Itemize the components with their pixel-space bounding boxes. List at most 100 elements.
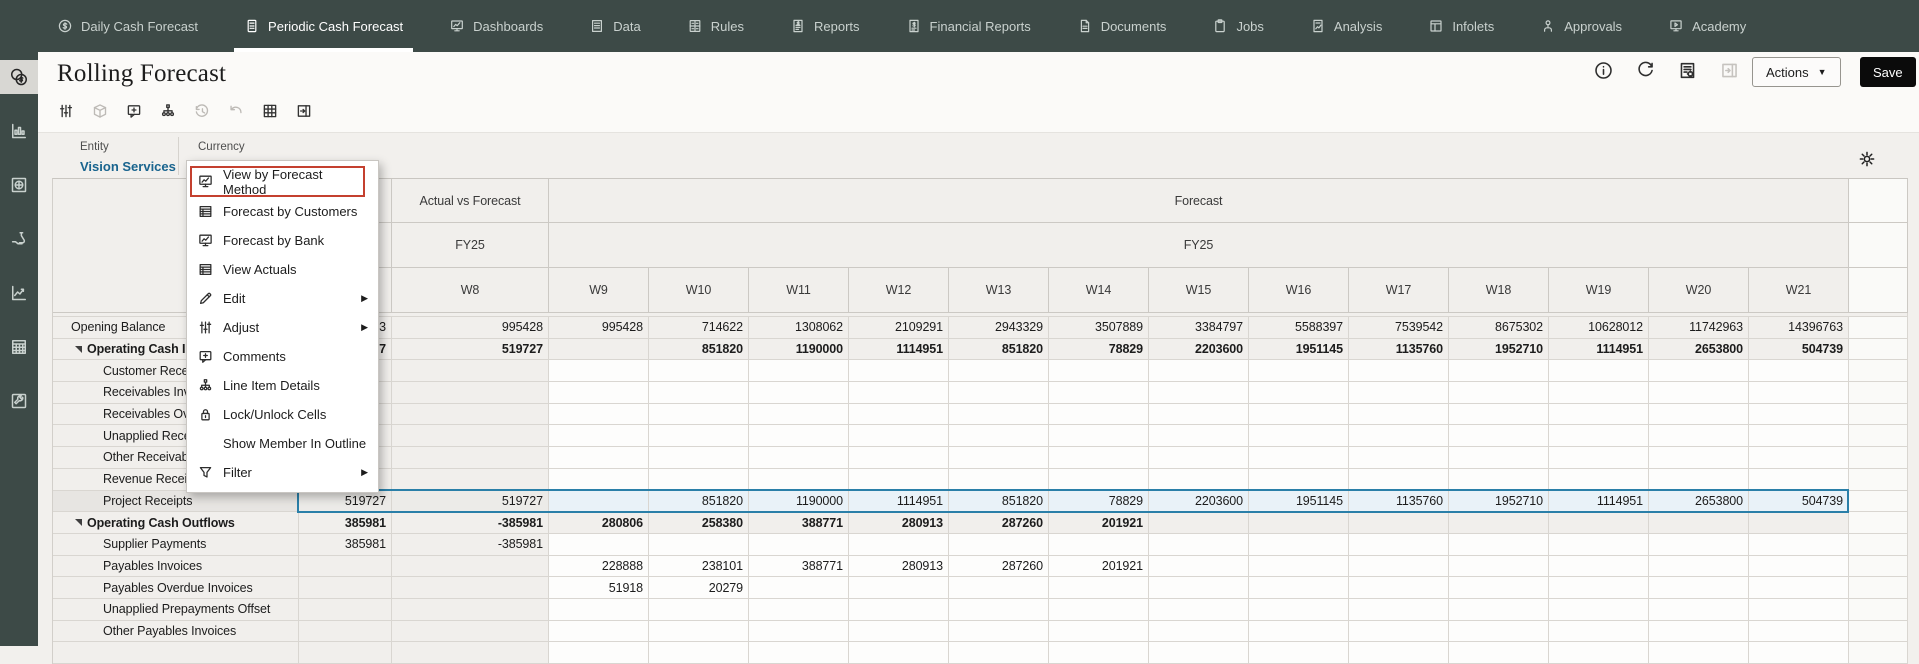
data-cell[interactable] (649, 620, 749, 643)
data-cell[interactable]: 714622 (649, 317, 749, 339)
nav-item-jobs[interactable]: Jobs (1212, 0, 1264, 52)
nav-item-dashboards[interactable]: Dashboards (449, 0, 543, 52)
data-cell[interactable] (1649, 425, 1749, 448)
data-cell[interactable]: 201921 (1049, 512, 1149, 534)
data-cell[interactable] (849, 382, 949, 404)
data-cell[interactable]: 1952710 (1449, 490, 1549, 513)
menu-item-line-item-details[interactable]: Line Item Details (187, 371, 378, 400)
data-cell[interactable]: -385981 (392, 512, 549, 534)
data-cell[interactable] (1149, 620, 1249, 643)
data-cell[interactable] (1249, 598, 1349, 621)
menu-item-filter[interactable]: Filter ▶ (187, 458, 378, 487)
data-cell[interactable]: 280913 (849, 555, 949, 578)
sidebar-item-cash-coins[interactable] (0, 60, 38, 94)
data-cell[interactable] (392, 468, 549, 491)
data-cell[interactable] (849, 468, 949, 491)
data-cell[interactable] (392, 598, 549, 621)
menu-item-comments[interactable]: Comments (187, 342, 378, 371)
menu-item-view-by-forecast-method[interactable]: View by Forecast Method (190, 166, 365, 197)
data-cell[interactable]: 851820 (649, 338, 749, 361)
data-cell[interactable] (649, 533, 749, 556)
save-button[interactable]: Save (1860, 57, 1916, 87)
data-cell[interactable] (1449, 360, 1549, 383)
data-cell[interactable]: 1135760 (1349, 490, 1449, 513)
data-cell[interactable] (1649, 447, 1749, 469)
data-cell[interactable] (1349, 447, 1449, 469)
data-cell[interactable] (1749, 533, 1849, 556)
data-cell[interactable]: 1135760 (1349, 338, 1449, 361)
data-cell[interactable]: 1308062 (749, 317, 849, 339)
data-cell[interactable] (1249, 512, 1349, 534)
data-cell[interactable]: 519727 (392, 338, 549, 361)
data-cell[interactable] (1249, 468, 1349, 491)
data-cell[interactable] (1649, 382, 1749, 404)
data-cell[interactable] (1149, 598, 1249, 621)
data-cell[interactable] (392, 447, 549, 469)
data-cell[interactable]: 5588397 (1249, 317, 1349, 339)
data-cell[interactable] (1749, 403, 1849, 426)
data-cell[interactable] (1049, 447, 1149, 469)
data-cell[interactable] (549, 468, 649, 491)
sidebar-item-hand-flask[interactable] (0, 222, 38, 256)
data-cell[interactable] (1349, 620, 1449, 643)
data-cell[interactable] (1449, 598, 1549, 621)
data-cell[interactable] (1149, 577, 1249, 599)
hierarchy-toolbar-icon[interactable] (159, 102, 177, 120)
data-cell[interactable]: 2203600 (1149, 490, 1249, 513)
data-cell[interactable] (1049, 577, 1149, 599)
data-cell[interactable] (1349, 533, 1449, 556)
data-cell[interactable] (549, 403, 649, 426)
data-cell[interactable]: 3384797 (1149, 317, 1249, 339)
data-cell[interactable] (949, 577, 1049, 599)
data-cell[interactable] (849, 447, 949, 469)
menu-item-edit[interactable]: Edit ▶ (187, 284, 378, 313)
data-cell[interactable] (1649, 620, 1749, 643)
menu-item-adjust[interactable]: Adjust ▶ (187, 313, 378, 342)
data-cell[interactable] (1149, 447, 1249, 469)
data-cell[interactable] (849, 598, 949, 621)
row-label-payables-overdue-invoices[interactable]: Payables Overdue Invoices (53, 577, 299, 599)
data-cell[interactable] (949, 447, 1049, 469)
data-cell[interactable] (299, 620, 392, 643)
data-cell[interactable] (749, 447, 849, 469)
data-cell[interactable] (649, 598, 749, 621)
nav-item-academy[interactable]: Academy (1668, 0, 1746, 52)
data-cell[interactable]: 78829 (1049, 490, 1149, 513)
sidebar-item-table-grid[interactable] (0, 330, 38, 364)
data-cell[interactable]: 7539542 (1349, 317, 1449, 339)
data-cell[interactable]: 1190000 (749, 490, 849, 513)
data-cell[interactable] (1449, 577, 1549, 599)
actions-button[interactable]: Actions ▼ (1752, 57, 1841, 87)
data-cell[interactable]: 388771 (749, 555, 849, 578)
data-cell[interactable] (649, 360, 749, 383)
data-cell[interactable] (849, 403, 949, 426)
data-cell[interactable] (549, 490, 649, 513)
data-cell[interactable] (1549, 360, 1649, 383)
data-cell[interactable]: 519727 (392, 490, 549, 513)
nav-item-data[interactable]: Data (589, 0, 641, 52)
data-cell[interactable] (1549, 620, 1649, 643)
data-cell[interactable] (1049, 360, 1149, 383)
row-label-other-payables-invoices[interactable]: Other Payables Invoices (53, 620, 299, 643)
data-cell[interactable]: 388771 (749, 512, 849, 534)
data-cell[interactable] (949, 425, 1049, 448)
data-cell[interactable] (1049, 620, 1149, 643)
data-cell[interactable]: 201921 (1049, 555, 1149, 578)
freeze-pane-toolbar-icon[interactable] (295, 102, 313, 120)
data-cell[interactable] (1249, 533, 1349, 556)
nav-item-analysis[interactable]: Analysis (1310, 0, 1382, 52)
data-cell[interactable]: 2109291 (849, 317, 949, 339)
data-cell[interactable]: 287260 (949, 512, 1049, 534)
data-cell[interactable] (1549, 555, 1649, 578)
data-cell[interactable]: 851820 (949, 338, 1049, 361)
data-cell[interactable] (1149, 555, 1249, 578)
data-cell[interactable] (1249, 577, 1349, 599)
data-cell[interactable] (1349, 382, 1449, 404)
row-label-project-receipts[interactable]: Project Receipts (53, 490, 299, 513)
data-cell[interactable] (1649, 360, 1749, 383)
data-cell[interactable]: 287260 (949, 555, 1049, 578)
data-cell[interactable] (1749, 382, 1849, 404)
data-cell[interactable]: 2653800 (1649, 338, 1749, 361)
data-cell[interactable] (1349, 468, 1449, 491)
data-cell[interactable]: 851820 (649, 490, 749, 513)
